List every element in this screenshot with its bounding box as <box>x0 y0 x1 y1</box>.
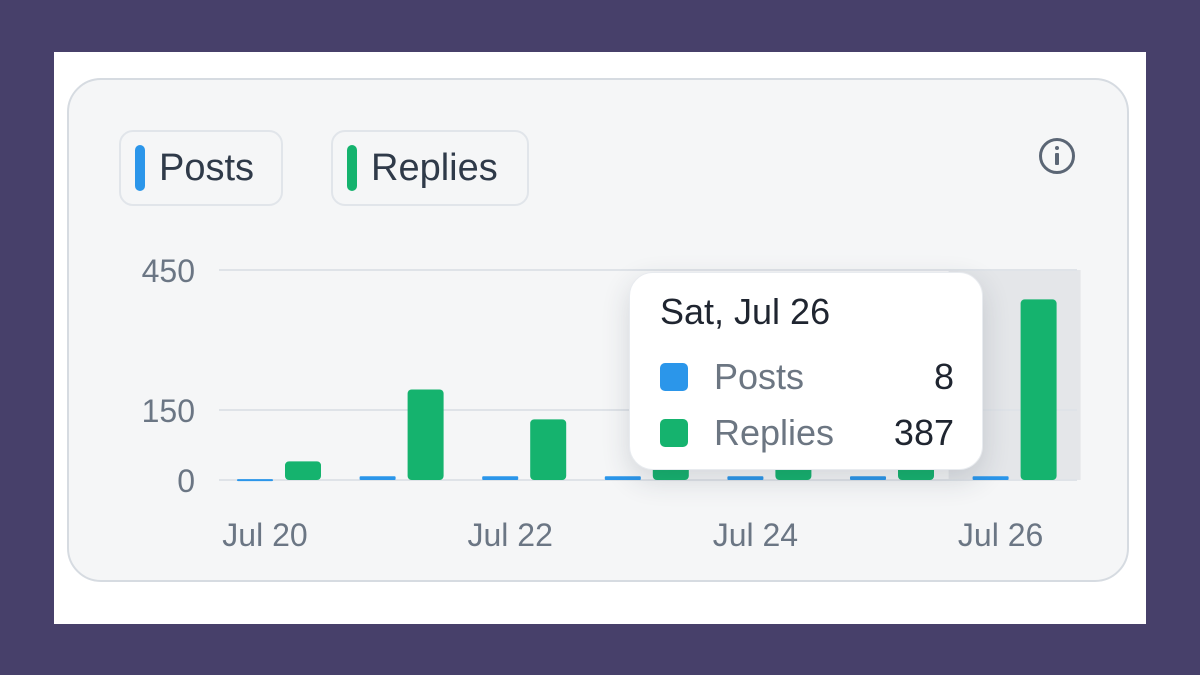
replies-color-marker <box>347 145 357 191</box>
tooltip-label-posts: Posts <box>714 356 805 397</box>
tooltip-value-posts: 8 <box>933 356 954 397</box>
legend-label-replies: Replies <box>371 146 498 189</box>
y-tick-label: 0 <box>177 463 195 499</box>
tooltip-row-replies: Replies 387 <box>660 411 954 455</box>
legend-chip-replies[interactable]: Replies <box>331 130 529 206</box>
y-tick-label: 450 <box>142 253 195 289</box>
bar-posts <box>604 476 641 480</box>
tooltip-label-replies: Replies <box>714 412 835 453</box>
replies-swatch <box>660 419 688 447</box>
bar-replies <box>530 419 567 480</box>
x-tick-label: Jul 26 <box>958 517 1043 553</box>
x-tick-label: Jul 22 <box>468 517 553 553</box>
tooltip-date: Sat, Jul 26 <box>660 291 831 332</box>
legend-label-posts: Posts <box>159 146 255 189</box>
tooltip-value-replies: 387 <box>893 412 954 453</box>
bar-posts <box>359 476 396 480</box>
x-tick-label: Jul 20 <box>222 517 307 553</box>
bar-posts <box>482 476 519 480</box>
bar-replies <box>1020 299 1057 480</box>
posts-swatch <box>660 363 688 391</box>
x-tick-label: Jul 24 <box>713 517 798 553</box>
tooltip-row-posts: Posts 8 <box>660 355 954 399</box>
bar-posts <box>972 476 1009 480</box>
chart-card: Posts Replies 0 150 450 Jul 20 Jul 22 Jul 24 J… <box>67 78 1129 582</box>
y-tick-label: 150 <box>142 393 195 429</box>
chart-tooltip: Sat, Jul 26 Posts 8 Replies 387 <box>629 272 983 470</box>
posts-color-marker <box>135 145 145 191</box>
bar-posts <box>850 476 886 480</box>
screenshot-frame: Posts Replies 0 150 450 Jul 20 Jul 22 Jul 24 J… <box>54 52 1146 624</box>
legend-chip-posts[interactable]: Posts <box>119 130 283 206</box>
bar-replies <box>285 461 321 480</box>
bar-posts <box>727 476 764 480</box>
bar-posts <box>237 479 273 482</box>
bar-replies <box>407 389 444 480</box>
info-circle-icon[interactable] <box>1039 138 1075 174</box>
